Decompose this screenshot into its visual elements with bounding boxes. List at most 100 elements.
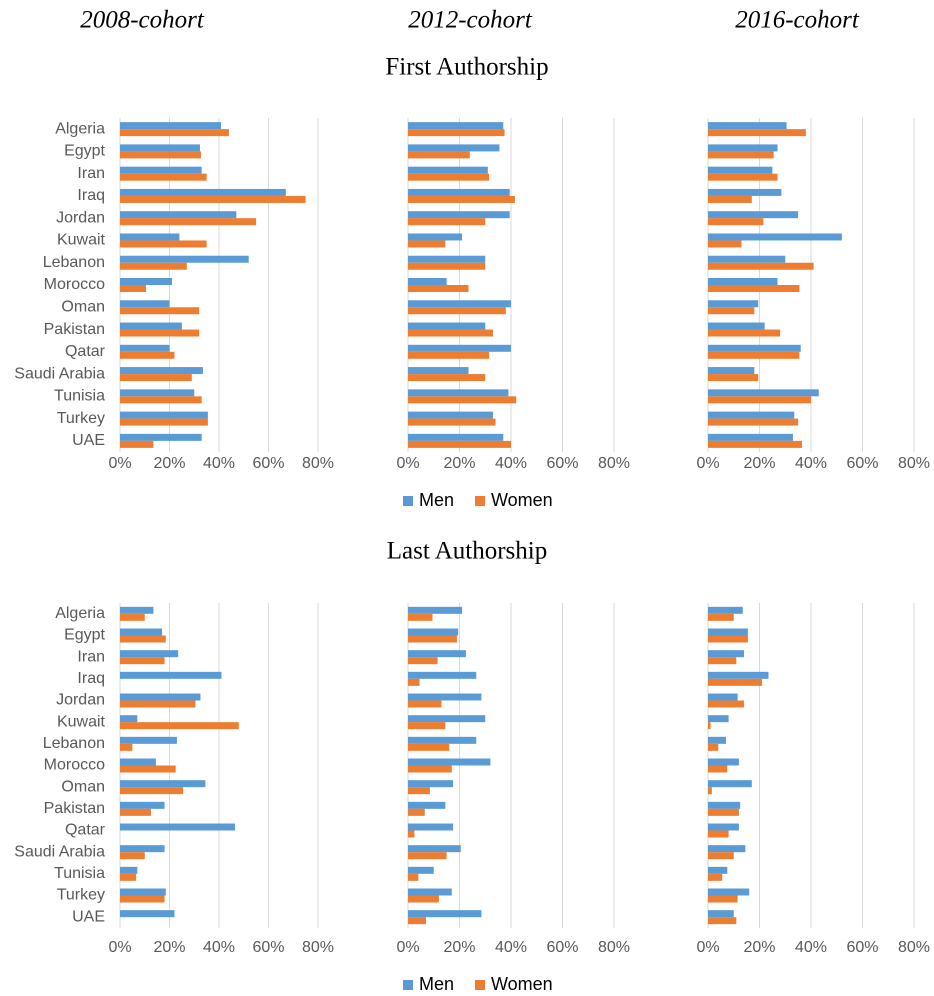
category-label: Turkey xyxy=(57,887,105,904)
bar xyxy=(408,866,434,874)
legend-swatch xyxy=(475,980,485,990)
bar xyxy=(120,129,229,137)
bar xyxy=(708,418,799,426)
bar xyxy=(708,650,745,658)
bar xyxy=(408,307,506,315)
bar xyxy=(708,628,748,636)
bar xyxy=(408,322,486,330)
bar xyxy=(708,722,711,730)
x-tick-label: 0% xyxy=(396,455,419,472)
bar xyxy=(408,418,496,426)
bar xyxy=(120,845,165,853)
x-tick-label: 40% xyxy=(203,455,235,472)
bar xyxy=(120,910,175,918)
legend-swatch xyxy=(403,496,413,506)
bar xyxy=(408,895,439,903)
bar xyxy=(120,411,208,419)
bar xyxy=(120,700,196,708)
category-label: Algeria xyxy=(55,605,105,622)
bar xyxy=(708,411,795,419)
legend-swatch xyxy=(475,496,485,506)
bar xyxy=(708,255,786,263)
bar xyxy=(120,300,170,308)
bar xyxy=(708,195,752,203)
category-label: Turkey xyxy=(57,410,105,427)
x-tick-label: 0% xyxy=(696,455,719,472)
bar xyxy=(120,873,137,881)
bar xyxy=(708,144,778,152)
bar xyxy=(708,262,814,270)
bar xyxy=(408,700,442,708)
bar xyxy=(408,218,486,226)
bar xyxy=(708,808,739,816)
bar xyxy=(408,736,477,744)
bar xyxy=(708,845,746,853)
bar xyxy=(708,823,739,831)
bar xyxy=(120,743,133,751)
bar xyxy=(408,678,420,686)
bar xyxy=(408,351,490,359)
bar xyxy=(120,173,207,181)
legend-label: Women xyxy=(491,490,553,510)
bar xyxy=(708,606,743,614)
category-label: UAE xyxy=(72,908,105,925)
bar xyxy=(120,693,201,701)
bar xyxy=(408,657,438,665)
bar xyxy=(120,322,182,330)
bar xyxy=(120,344,170,352)
bar xyxy=(408,722,446,730)
bar xyxy=(408,808,425,816)
bar xyxy=(408,240,446,248)
x-tick-label: 60% xyxy=(846,455,878,472)
bar xyxy=(408,635,457,643)
bar xyxy=(408,852,447,860)
bar xyxy=(120,367,203,375)
bar xyxy=(708,367,755,375)
bar xyxy=(408,613,433,621)
chart-title: First Authorship xyxy=(385,54,548,81)
bar xyxy=(708,693,738,701)
category-label: Egypt xyxy=(64,143,105,160)
x-tick-label: 40% xyxy=(795,455,827,472)
bar xyxy=(408,129,505,137)
bar xyxy=(120,657,165,665)
category-label: Morocco xyxy=(44,757,105,774)
bar xyxy=(120,866,138,874)
bar xyxy=(120,613,145,621)
bar xyxy=(708,389,819,397)
bar xyxy=(408,300,511,308)
x-tick-label: 0% xyxy=(396,939,419,956)
bar xyxy=(408,801,446,809)
bar xyxy=(708,613,734,621)
x-tick-label: 40% xyxy=(203,939,235,956)
bar xyxy=(708,211,799,219)
bar xyxy=(408,173,490,181)
x-tick-label: 20% xyxy=(743,939,775,956)
column-title: 2012-cohort xyxy=(408,7,533,34)
bar xyxy=(120,671,222,679)
bar xyxy=(708,657,737,665)
bar xyxy=(408,830,415,838)
category-label: Iran xyxy=(77,648,105,665)
x-tick-label: 20% xyxy=(443,455,475,472)
category-label: Kuwait xyxy=(57,713,106,730)
bar xyxy=(708,151,774,159)
bar xyxy=(120,433,202,441)
bar xyxy=(120,736,177,744)
x-tick-label: 20% xyxy=(443,939,475,956)
bar xyxy=(120,240,207,248)
x-tick-label: 40% xyxy=(495,455,527,472)
bar xyxy=(120,787,184,795)
x-tick-label: 60% xyxy=(546,939,578,956)
category-label: Qatar xyxy=(65,343,106,360)
x-tick-label: 80% xyxy=(898,939,930,956)
bar xyxy=(120,628,163,636)
bar xyxy=(120,278,172,285)
bar xyxy=(408,780,454,788)
bar xyxy=(120,823,236,831)
x-tick-label: 60% xyxy=(546,455,578,472)
category-label: Jordan xyxy=(56,692,105,709)
bar xyxy=(708,787,712,795)
bar xyxy=(708,396,811,404)
category-label: Tunisia xyxy=(54,865,105,882)
